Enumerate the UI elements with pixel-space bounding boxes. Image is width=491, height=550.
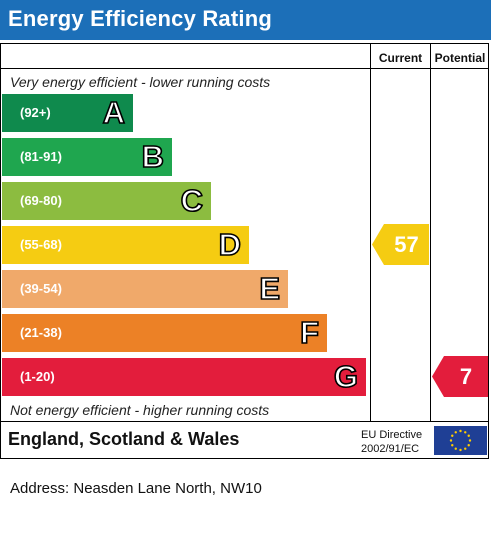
divider-potential [430,43,431,422]
band-range-label: (92+) [20,105,51,120]
current-rating-marker: 57 [372,224,429,265]
band-g: (1-20) G [2,358,366,396]
eu-star [449,439,453,442]
eu-star [454,431,457,434]
band-letter: D [218,227,242,263]
region-label: England, Scotland & Wales [8,429,240,449]
eu-star [454,447,457,450]
band-d: (55-68) D [2,226,249,264]
eu-directive-line2: 2002/91/EC [361,443,420,455]
band-letter: F [299,315,320,351]
potential-rating-marker: 7 [432,356,488,397]
footer-row [0,422,489,459]
efficient-note: Very energy efficient - lower running co… [10,74,271,90]
eu-star [459,429,462,433]
eu-flag-icon [434,426,487,455]
header-bar: Energy Efficiency Rating [0,0,491,40]
divider-current [370,43,371,422]
band-e: (39-54) E [2,270,288,308]
band-letter: E [259,271,281,307]
band-b: (81-91) B [2,138,172,176]
property-address: Address: Neasden Lane North, NW10 [10,480,262,497]
eu-star [467,434,470,437]
band-range-label: (39-54) [20,281,62,296]
band-letter: B [141,139,165,175]
potential-rating-value: 7 [459,363,473,389]
eu-star [464,447,467,450]
eu-directive-line1: EU Directive [361,429,423,441]
band-range-label: (21-38) [20,325,62,340]
current-column-header: Current [378,51,423,65]
band-range-label: (81-91) [20,149,62,164]
eu-star [467,444,470,447]
band-range-label: (55-68) [20,237,62,252]
eu-star [451,434,454,437]
band-range-label: (69-80) [20,193,62,208]
band-letter: G [333,359,359,395]
eu-directive-text: EU Directive 2002/91/EC [361,428,422,456]
header-row-divider [0,68,489,69]
eu-star [459,448,462,452]
rating-table [0,43,489,422]
band-letter: A [102,95,126,131]
eu-star [451,444,454,447]
current-rating-value: 57 [394,231,419,257]
inefficient-note: Not energy efficient - higher running co… [10,402,270,418]
page-title: Energy Efficiency Rating [8,6,272,31]
band-f: (21-38) F [2,314,327,352]
eu-star [464,431,467,434]
band-range-label: (1-20) [20,369,55,384]
potential-column-header: Potential [434,51,486,65]
band-c: (69-80) C [2,182,211,220]
band-a: (92+) A [2,94,133,132]
eu-star [468,439,472,442]
band-letter: C [180,183,204,219]
